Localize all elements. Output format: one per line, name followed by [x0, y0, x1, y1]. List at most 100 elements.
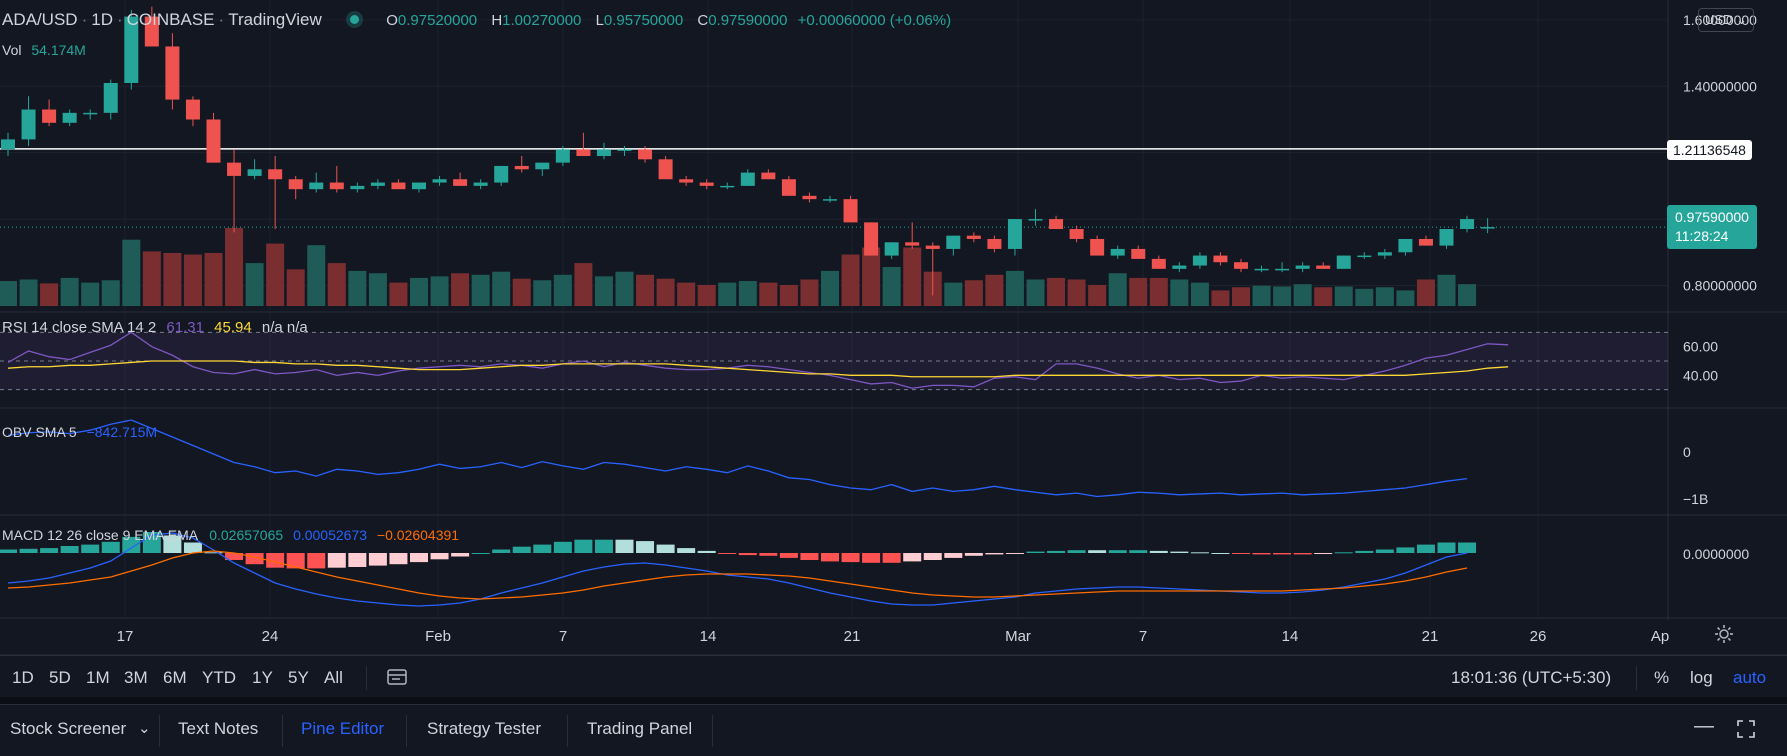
macd-histogram-bar	[122, 536, 141, 553]
candle-body	[638, 149, 653, 160]
interval-label[interactable]: 1D	[91, 10, 113, 29]
range-1m[interactable]: 1M	[86, 668, 110, 687]
volume-bar	[821, 270, 839, 306]
volume-bar	[163, 252, 182, 306]
volume-bar	[225, 228, 244, 306]
tab-trading-panel[interactable]: Trading Panel	[587, 719, 693, 738]
range-ytd[interactable]: YTD	[202, 668, 236, 687]
macd-histogram-bar	[0, 549, 17, 553]
macd-histogram-bar	[348, 553, 367, 567]
maximize-icon[interactable]	[1736, 719, 1756, 744]
macd-histogram-bar	[81, 544, 100, 553]
volume-bar	[19, 279, 38, 306]
range-1d[interactable]: 1D	[12, 668, 34, 687]
macd-histogram-bar	[204, 552, 223, 554]
minimize-icon[interactable]: —	[1694, 715, 1714, 737]
candle-body	[1007, 219, 1022, 249]
volume-legend[interactable]: Vol 54.174M	[2, 42, 86, 58]
volume-bar	[492, 271, 511, 306]
range-5d[interactable]: 5D	[49, 668, 71, 687]
volume-bar	[1190, 282, 1209, 306]
volume-bar	[964, 280, 983, 306]
candle-body	[1049, 219, 1064, 230]
candle-body	[494, 165, 509, 183]
candle-body	[412, 182, 426, 190]
candle-body	[658, 159, 673, 180]
auto-toggle[interactable]: auto	[1733, 668, 1767, 687]
volume-bar	[594, 276, 613, 306]
rsi-legend[interactable]: RSI 14 close SMA 14 2 61.31 45.94 n/a n/…	[2, 319, 308, 336]
macd-value: 0.02657065	[209, 527, 284, 543]
candle-body	[576, 149, 591, 156]
macd-histogram-bar	[1416, 544, 1435, 553]
currency-selector[interactable]: USD ⌄	[1698, 8, 1754, 32]
macd-legend[interactable]: MACD 12 26 close 9 EMA EMA 0.02657065 0.…	[2, 527, 460, 543]
candle-body	[1110, 248, 1125, 256]
chevron-down-icon[interactable]: ⌄	[138, 720, 151, 737]
candle-body	[268, 169, 283, 180]
time-axis-label: 26	[1530, 628, 1547, 645]
candle-body	[42, 109, 57, 123]
candle-body	[1192, 255, 1207, 266]
chart-canvas[interactable]: 1.60000000 1.40000000 0.80000000 60.00 40.00…	[0, 0, 1787, 655]
volume-bar	[697, 284, 716, 306]
macd-histogram-bar	[245, 553, 264, 565]
macd-histogram-bar	[1355, 550, 1374, 553]
low-value: 0.95750000	[603, 12, 684, 29]
candle-body	[925, 245, 940, 249]
clock-timezone[interactable]: 18:01:36 (UTC+5:30)	[1451, 668, 1612, 687]
volume-bar	[903, 247, 922, 306]
range-3m[interactable]: 3M	[124, 668, 148, 687]
date-range-icon[interactable]	[386, 667, 408, 692]
high-value: 1.00270000	[502, 12, 582, 29]
tab-text-notes[interactable]: Text Notes	[178, 719, 259, 738]
volume-bar	[307, 245, 326, 306]
tab-pine-editor[interactable]: Pine Editor	[301, 719, 385, 738]
range-6m[interactable]: 6M	[163, 668, 187, 687]
tab-stock-screener[interactable]: Stock Screener	[10, 719, 127, 738]
rsi-sma-line	[7, 360, 1509, 378]
volume-bar	[368, 273, 387, 306]
candle-body	[514, 165, 529, 170]
volume-bar	[1088, 284, 1107, 306]
macd-histogram-bar	[841, 553, 860, 563]
candle-body	[1377, 252, 1392, 256]
macd-histogram-bar	[451, 553, 470, 557]
market-status-dot-icon[interactable]	[350, 15, 360, 25]
log-toggle[interactable]: log	[1690, 668, 1713, 687]
obv-legend[interactable]: OBV SMA 5 −842.715M	[2, 424, 158, 440]
range-1y[interactable]: 1Y	[252, 668, 273, 687]
candle-body	[1069, 229, 1084, 239]
time-axis-label: 14	[700, 628, 717, 645]
macd-histogram-bar	[60, 546, 79, 553]
chart-area[interactable]: 1.60000000 1.40000000 0.80000000 60.00 40.00…	[0, 0, 1787, 655]
macd-histogram-bar	[985, 553, 1004, 555]
macd-histogram-bar	[1005, 553, 1024, 554]
macd-histogram-bar	[1396, 547, 1415, 553]
macd-histogram-bar	[697, 550, 716, 553]
range-all[interactable]: All	[324, 668, 343, 687]
candle-body	[905, 242, 920, 246]
settings-gear-icon[interactable]	[1714, 624, 1734, 644]
percent-toggle[interactable]: %	[1654, 668, 1670, 687]
volume-bar	[327, 263, 346, 306]
volume-bar	[410, 277, 428, 306]
macd-histogram-bar	[1232, 553, 1250, 554]
tab-strategy-tester[interactable]: Strategy Tester	[427, 719, 542, 738]
candle-body	[535, 162, 550, 170]
macd-histogram-bar	[574, 539, 593, 553]
candle-body	[83, 112, 98, 115]
macd-histogram-bar	[512, 546, 531, 553]
candle-body	[309, 182, 324, 190]
open-value: 0.97520000	[397, 12, 478, 29]
range-5y[interactable]: 5Y	[288, 668, 309, 687]
volume-bar	[183, 254, 202, 306]
toolbar-divider	[366, 666, 367, 690]
candle-body	[391, 182, 406, 190]
time-axis-label: 21	[1422, 628, 1439, 645]
candle-body	[946, 235, 961, 249]
macd-histogram-bar	[923, 553, 942, 560]
symbol-name[interactable]: ADA/USD	[2, 10, 78, 29]
volume-bar	[1170, 279, 1189, 306]
volume-bar	[40, 283, 59, 306]
